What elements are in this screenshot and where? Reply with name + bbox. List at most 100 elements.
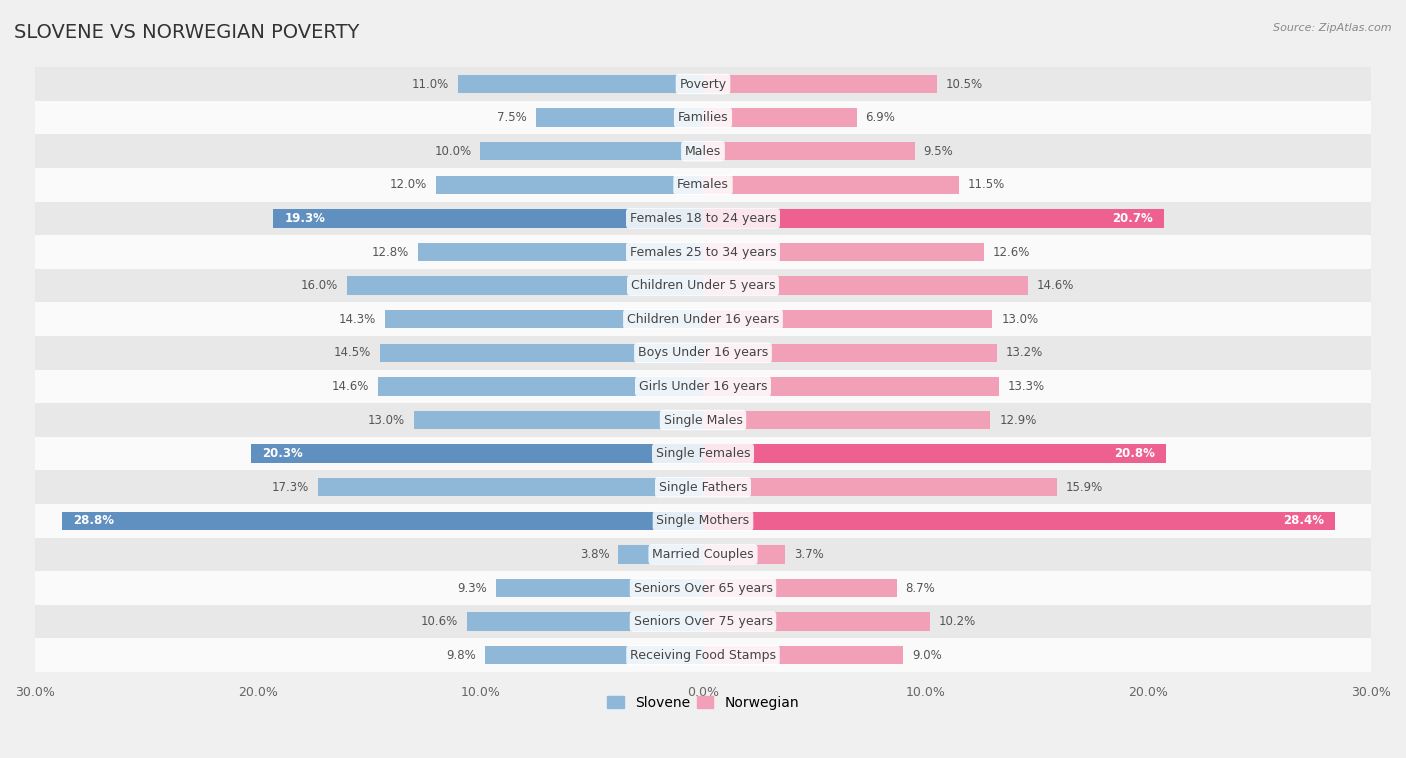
- Bar: [703, 545, 786, 564]
- Text: 15.9%: 15.9%: [1066, 481, 1104, 493]
- Text: 20.8%: 20.8%: [1114, 447, 1156, 460]
- Bar: [703, 612, 931, 631]
- Bar: [703, 377, 1000, 396]
- Bar: [35, 202, 1371, 235]
- Bar: [467, 612, 703, 631]
- Text: 12.9%: 12.9%: [1000, 414, 1036, 427]
- Text: Females 25 to 34 years: Females 25 to 34 years: [630, 246, 776, 258]
- Text: 14.5%: 14.5%: [335, 346, 371, 359]
- Bar: [35, 638, 1371, 672]
- Text: 17.3%: 17.3%: [271, 481, 309, 493]
- Bar: [35, 336, 1371, 370]
- Bar: [35, 370, 1371, 403]
- Bar: [35, 269, 1371, 302]
- Text: 10.6%: 10.6%: [420, 615, 458, 628]
- Text: 12.8%: 12.8%: [371, 246, 409, 258]
- Text: Poverty: Poverty: [679, 77, 727, 90]
- Text: 6.9%: 6.9%: [866, 111, 896, 124]
- Bar: [703, 310, 993, 328]
- Text: Boys Under 16 years: Boys Under 16 years: [638, 346, 768, 359]
- Bar: [35, 437, 1371, 471]
- Text: Families: Families: [678, 111, 728, 124]
- Bar: [703, 646, 904, 665]
- Text: 10.2%: 10.2%: [939, 615, 976, 628]
- Bar: [703, 512, 1336, 530]
- Text: 7.5%: 7.5%: [498, 111, 527, 124]
- Text: 10.0%: 10.0%: [434, 145, 471, 158]
- Bar: [318, 478, 703, 496]
- Bar: [703, 411, 990, 429]
- Bar: [458, 75, 703, 93]
- Text: 16.0%: 16.0%: [301, 279, 337, 292]
- Bar: [35, 572, 1371, 605]
- Bar: [703, 209, 1164, 227]
- Text: Single Mothers: Single Mothers: [657, 515, 749, 528]
- Bar: [35, 67, 1371, 101]
- Text: 13.3%: 13.3%: [1008, 380, 1045, 393]
- Text: 9.5%: 9.5%: [924, 145, 953, 158]
- Text: 11.0%: 11.0%: [412, 77, 449, 90]
- Text: 8.7%: 8.7%: [905, 581, 935, 594]
- Bar: [703, 142, 914, 161]
- Text: 13.0%: 13.0%: [367, 414, 405, 427]
- Bar: [619, 545, 703, 564]
- Text: Females: Females: [678, 178, 728, 191]
- Text: 12.6%: 12.6%: [993, 246, 1029, 258]
- Legend: Slovene, Norwegian: Slovene, Norwegian: [602, 690, 804, 715]
- Text: 20.3%: 20.3%: [262, 447, 302, 460]
- Bar: [536, 108, 703, 127]
- Text: Seniors Over 65 years: Seniors Over 65 years: [634, 581, 772, 594]
- Bar: [703, 579, 897, 597]
- Bar: [418, 243, 703, 262]
- Text: 14.6%: 14.6%: [1038, 279, 1074, 292]
- Bar: [35, 537, 1371, 572]
- Text: 19.3%: 19.3%: [284, 212, 325, 225]
- Bar: [496, 579, 703, 597]
- Bar: [35, 605, 1371, 638]
- Bar: [378, 377, 703, 396]
- Text: Females 18 to 24 years: Females 18 to 24 years: [630, 212, 776, 225]
- Bar: [62, 512, 703, 530]
- Text: Seniors Over 75 years: Seniors Over 75 years: [634, 615, 772, 628]
- Text: 20.7%: 20.7%: [1112, 212, 1153, 225]
- Text: 28.8%: 28.8%: [73, 515, 114, 528]
- Bar: [35, 471, 1371, 504]
- Bar: [35, 403, 1371, 437]
- Text: 10.5%: 10.5%: [946, 77, 983, 90]
- Text: 3.7%: 3.7%: [794, 548, 824, 561]
- Bar: [35, 168, 1371, 202]
- Bar: [35, 101, 1371, 134]
- Bar: [703, 75, 936, 93]
- Text: Receiving Food Stamps: Receiving Food Stamps: [630, 649, 776, 662]
- Bar: [703, 176, 959, 194]
- Bar: [35, 302, 1371, 336]
- Text: 11.5%: 11.5%: [967, 178, 1005, 191]
- Text: Married Couples: Married Couples: [652, 548, 754, 561]
- Text: Children Under 5 years: Children Under 5 years: [631, 279, 775, 292]
- Bar: [250, 444, 703, 463]
- Bar: [273, 209, 703, 227]
- Text: Single Females: Single Females: [655, 447, 751, 460]
- Bar: [703, 243, 984, 262]
- Text: Children Under 16 years: Children Under 16 years: [627, 313, 779, 326]
- Text: 13.2%: 13.2%: [1005, 346, 1043, 359]
- Text: 12.0%: 12.0%: [389, 178, 427, 191]
- Bar: [436, 176, 703, 194]
- Text: 14.3%: 14.3%: [339, 313, 375, 326]
- Bar: [703, 108, 856, 127]
- Text: 9.3%: 9.3%: [457, 581, 486, 594]
- Bar: [703, 478, 1057, 496]
- Text: 3.8%: 3.8%: [579, 548, 609, 561]
- Bar: [485, 646, 703, 665]
- Bar: [385, 310, 703, 328]
- Bar: [481, 142, 703, 161]
- Text: Males: Males: [685, 145, 721, 158]
- Bar: [35, 134, 1371, 168]
- Text: 28.4%: 28.4%: [1284, 515, 1324, 528]
- Text: Single Fathers: Single Fathers: [659, 481, 747, 493]
- Text: Girls Under 16 years: Girls Under 16 years: [638, 380, 768, 393]
- Text: 9.0%: 9.0%: [912, 649, 942, 662]
- Text: SLOVENE VS NORWEGIAN POVERTY: SLOVENE VS NORWEGIAN POVERTY: [14, 23, 360, 42]
- Bar: [703, 277, 1028, 295]
- Text: Source: ZipAtlas.com: Source: ZipAtlas.com: [1274, 23, 1392, 33]
